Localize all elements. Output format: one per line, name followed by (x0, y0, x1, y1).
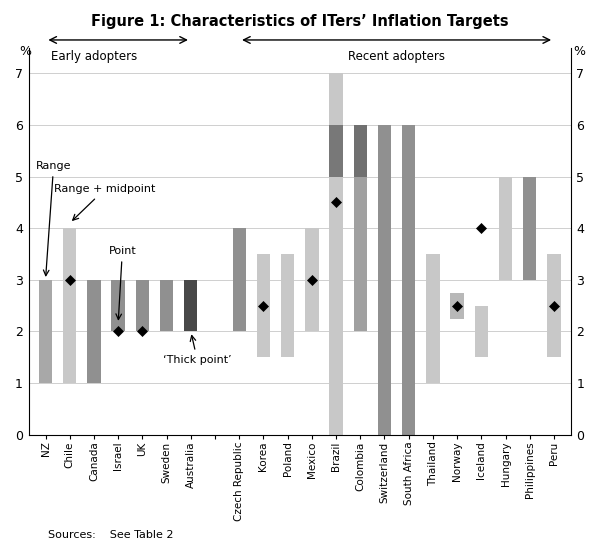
Bar (63, 228, 76, 383)
Bar (160, 280, 173, 331)
Text: Point: Point (109, 246, 136, 319)
Bar (451, 293, 464, 318)
Bar (523, 177, 536, 280)
Bar (39, 280, 52, 383)
Text: Range + midpoint: Range + midpoint (54, 184, 155, 220)
Text: %: % (19, 45, 31, 58)
Bar (378, 125, 391, 435)
Bar (233, 228, 246, 331)
Text: Sources:    See Table 2: Sources: See Table 2 (48, 531, 173, 540)
Text: Early adopters: Early adopters (51, 50, 137, 63)
Bar (426, 254, 440, 383)
Text: ‘Thick point’: ‘Thick point’ (163, 335, 232, 365)
Bar (112, 280, 125, 331)
Bar (305, 228, 319, 331)
Bar (329, 125, 343, 177)
Bar (402, 125, 415, 435)
Bar (184, 280, 197, 331)
Bar (281, 254, 294, 357)
Bar (87, 280, 101, 383)
Bar (329, 73, 343, 435)
Bar (353, 125, 367, 331)
Text: Recent adopters: Recent adopters (348, 50, 445, 63)
Bar (136, 280, 149, 331)
Text: %: % (574, 45, 586, 58)
Text: Figure 1: Characteristics of ITers’ Inflation Targets: Figure 1: Characteristics of ITers’ Infl… (91, 14, 509, 28)
Bar (547, 254, 560, 357)
Text: Range: Range (36, 161, 71, 276)
Bar (353, 125, 367, 177)
Bar (475, 306, 488, 357)
Bar (257, 254, 270, 357)
Bar (499, 177, 512, 280)
